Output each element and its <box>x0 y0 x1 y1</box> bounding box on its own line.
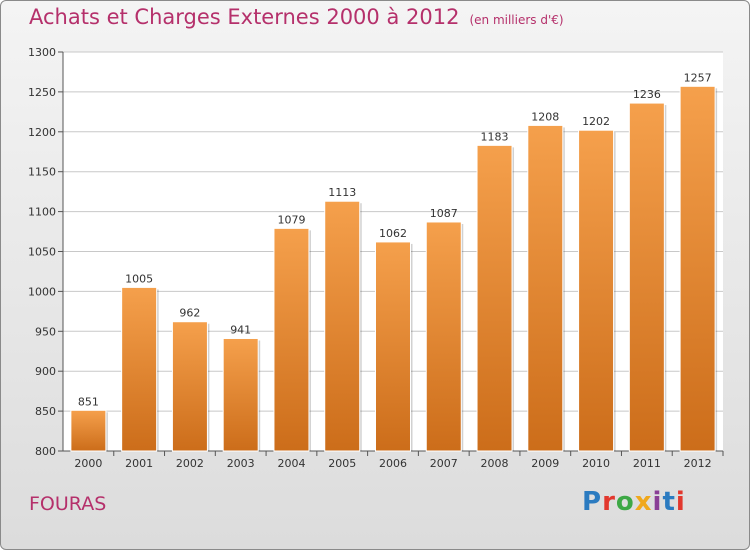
bar <box>527 124 564 452</box>
logo-letter: r <box>602 487 616 517</box>
data-label: 1202 <box>582 115 610 128</box>
y-tick-label: 1250 <box>28 86 56 99</box>
bar <box>222 337 259 452</box>
x-tick-label: 2000 <box>74 457 102 470</box>
x-tick-label: 2011 <box>633 457 661 470</box>
chart-subtitle: (en milliers d'€) <box>469 13 564 27</box>
data-label: 962 <box>179 307 200 320</box>
data-label: 1236 <box>633 88 661 101</box>
y-tick-label: 950 <box>35 325 56 338</box>
data-label: 1113 <box>328 186 356 199</box>
x-tick-label: 2012 <box>684 457 712 470</box>
y-tick-label: 800 <box>35 445 56 458</box>
bar <box>324 200 361 452</box>
x-tick-label: 2010 <box>582 457 610 470</box>
bar <box>273 227 310 452</box>
data-label: 1079 <box>277 213 305 226</box>
bar <box>578 129 615 452</box>
logo-letter: x <box>634 487 653 517</box>
data-label: 1257 <box>684 71 712 84</box>
y-tick-label: 1200 <box>28 126 56 139</box>
bar <box>679 85 716 452</box>
x-tick-label: 2002 <box>176 457 204 470</box>
logo-letter: P <box>582 487 603 517</box>
bar <box>171 321 208 452</box>
x-tick-label: 2008 <box>481 457 509 470</box>
x-tick-label: 2004 <box>277 457 305 470</box>
x-tick-label: 2007 <box>430 457 458 470</box>
bar <box>121 286 158 452</box>
x-tick-label: 2001 <box>125 457 153 470</box>
x-tick-label: 2005 <box>328 457 356 470</box>
y-tick-label: 1300 <box>28 46 56 59</box>
y-tick-label: 1050 <box>28 246 56 259</box>
y-tick-label: 900 <box>35 365 56 378</box>
data-label: 851 <box>78 395 99 408</box>
y-tick-label: 850 <box>35 405 56 418</box>
bar <box>70 409 107 452</box>
logo-letter: o <box>615 487 635 517</box>
city-name: FOURAS <box>29 493 107 515</box>
bar <box>375 241 411 452</box>
chart-title: Achats et Charges Externes 2000 à 2012 (e… <box>29 5 564 29</box>
y-tick-label: 1150 <box>28 166 56 179</box>
y-tick-label: 1100 <box>28 206 56 219</box>
data-label: 941 <box>230 323 251 336</box>
y-tick-label: 1000 <box>28 285 56 298</box>
x-tick-label: 2009 <box>531 457 559 470</box>
data-label: 1005 <box>125 272 153 285</box>
x-tick-label: 2003 <box>227 457 255 470</box>
x-tick-label: 2006 <box>379 457 407 470</box>
bar <box>476 144 513 452</box>
brand-logo: Proxiti <box>582 487 686 517</box>
logo-letter: i <box>675 487 686 517</box>
title-text: Achats et Charges Externes 2000 à 2012 <box>29 5 460 29</box>
bar <box>628 102 665 452</box>
data-label: 1208 <box>531 110 559 123</box>
logo-letter: i <box>652 487 663 517</box>
data-label: 1183 <box>481 130 509 143</box>
data-label: 1087 <box>430 207 458 220</box>
data-label: 1062 <box>379 227 407 240</box>
bar <box>425 221 462 452</box>
logo-letter: t <box>662 487 676 517</box>
